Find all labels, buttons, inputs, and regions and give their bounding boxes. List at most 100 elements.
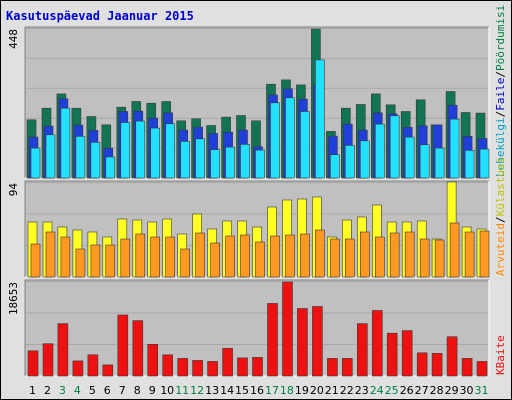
panel-kbytes: 18653 <box>7 279 490 377</box>
bar-lehekülgi-day-14 <box>225 146 235 179</box>
x-tick-day-25: 25 <box>385 384 399 397</box>
bar-kbaite-day-31 <box>476 361 488 377</box>
bar-arvuteid-day-23 <box>359 231 370 278</box>
bar-arvuteid-day-21 <box>330 238 340 278</box>
legend-kbytes: KBaite <box>494 335 507 375</box>
bar-arvuteid-day-30 <box>464 231 475 278</box>
bar-kbaite-day-6 <box>102 364 114 377</box>
bar-kbaite-day-21 <box>327 358 338 377</box>
legend-entry: Faile <box>494 78 507 111</box>
bar-lehekülgi-day-25 <box>389 115 400 179</box>
bar-arvuteid-day-20 <box>315 229 325 278</box>
bar-arvuteid-day-18 <box>285 234 295 278</box>
bar-arvuteid-day-6 <box>105 244 116 278</box>
bar-arvuteid-day-17 <box>270 235 280 278</box>
x-tick-day-10: 10 <box>160 384 174 397</box>
x-tick-day-29: 29 <box>445 384 459 397</box>
legend-entry: Arvuteid <box>494 223 507 276</box>
x-tick-day-12: 12 <box>190 384 204 397</box>
bar-kbaite-day-12 <box>192 360 203 377</box>
x-tick-day-11: 11 <box>175 384 189 397</box>
bar-lehekülgi-day-19 <box>300 111 310 179</box>
bar-arvuteid-day-13 <box>210 242 220 278</box>
bar-arvuteid-day-11 <box>180 248 190 278</box>
y-max-label: 94 <box>7 183 20 197</box>
y-max-label: 448 <box>7 29 20 49</box>
x-tick-day-30: 30 <box>460 384 474 397</box>
bar-lehekülgi-day-1 <box>30 147 41 179</box>
bar-lehekülgi-day-7 <box>120 122 131 179</box>
x-tick-day-7: 7 <box>119 384 126 397</box>
x-tick-day-19: 19 <box>295 384 309 397</box>
x-tick-day-1: 1 <box>29 384 36 397</box>
bar-arvuteid-day-2 <box>45 231 56 278</box>
legend-entry: Lehekülgi <box>494 117 507 177</box>
legend-separator: / <box>494 71 507 78</box>
bar-kbaite-day-15 <box>237 357 248 377</box>
bar-kbaite-day-27 <box>416 352 428 377</box>
bar-lehekülgi-day-29 <box>449 118 460 179</box>
x-tick-day-31: 31 <box>475 384 489 397</box>
x-tick-day-9: 9 <box>149 384 156 397</box>
bar-lehekülgi-day-31 <box>479 148 490 179</box>
bar-lehekülgi-day-13 <box>210 149 220 179</box>
bar-arvuteid-day-19 <box>300 233 310 278</box>
bar-kbaite-day-14 <box>222 347 233 377</box>
x-tick-day-20: 20 <box>310 384 324 397</box>
bar-arvuteid-day-27 <box>419 238 430 278</box>
x-tick-day-2: 2 <box>44 384 51 397</box>
bar-lehekülgi-day-3 <box>60 107 71 179</box>
bar-kbaite-day-16 <box>252 357 263 377</box>
x-tick-day-23: 23 <box>355 384 369 397</box>
bar-kbaite-day-28 <box>431 352 443 377</box>
x-tick-day-6: 6 <box>104 384 111 397</box>
x-tick-day-21: 21 <box>325 384 339 397</box>
chart-title: Kasutuspäevad Jaanuar 2015 <box>6 9 194 23</box>
bar-lehekülgi-day-12 <box>195 138 205 179</box>
bar-arvuteid-day-15 <box>240 234 250 278</box>
bar-lehekülgi-day-22 <box>344 145 355 179</box>
bar-lehekülgi-day-17 <box>270 102 280 179</box>
bar-arvuteid-day-25 <box>389 232 400 278</box>
bar-arvuteid-day-28 <box>434 239 445 278</box>
bar-kbaite-day-19 <box>297 308 308 377</box>
bar-kbaite-day-17 <box>267 303 278 377</box>
legend-separator: / <box>494 111 507 118</box>
x-tick-day-26: 26 <box>400 384 414 397</box>
bar-arvuteid-day-24 <box>374 236 385 278</box>
bar-kbaite-day-10 <box>162 354 173 377</box>
panel-hits-files-pages: 448 <box>7 26 490 179</box>
bar-lehekülgi-day-21 <box>330 154 340 179</box>
x-tick-day-16: 16 <box>250 384 264 397</box>
bar-kbaite-day-5 <box>87 354 99 377</box>
x-tick-day-3: 3 <box>59 384 66 397</box>
bar-lehekülgi-day-18 <box>285 97 295 179</box>
bar-arvuteid-day-26 <box>404 231 415 278</box>
bar-lehekülgi-day-16 <box>255 149 265 179</box>
bar-lehekülgi-day-5 <box>90 142 101 179</box>
bar-kbaite-day-26 <box>401 330 413 377</box>
bar-kbaite-day-2 <box>42 343 54 377</box>
bar-lehekülgi-day-30 <box>464 150 475 179</box>
panel-visits-sites: 94 <box>7 180 490 278</box>
x-tick-day-22: 22 <box>340 384 354 397</box>
legend-entry: Külastusi <box>494 157 507 217</box>
x-tick-day-13: 13 <box>205 384 219 397</box>
bar-arvuteid-day-10 <box>165 236 175 278</box>
x-tick-day-8: 8 <box>134 384 141 397</box>
bar-lehekülgi-day-27 <box>419 144 430 179</box>
bar-kbaite-day-25 <box>386 332 398 377</box>
bar-arvuteid-day-3 <box>60 236 71 278</box>
legend-separator: / <box>494 216 507 223</box>
bar-arvuteid-day-4 <box>75 248 86 278</box>
bar-kbaite-day-29 <box>446 336 458 377</box>
bar-lehekülgi-day-8 <box>135 120 146 179</box>
bar-kbaite-day-1 <box>27 350 39 377</box>
bar-lehekülgi-day-23 <box>359 140 370 179</box>
legend-hits-files-pages: Lehekülgi/Faile/Pöördumisi <box>494 5 507 177</box>
bar-kbaite-day-23 <box>356 323 368 377</box>
x-tick-day-5: 5 <box>89 384 96 397</box>
x-tick-day-17: 17 <box>265 384 279 397</box>
bar-kbaite-day-9 <box>147 343 158 377</box>
